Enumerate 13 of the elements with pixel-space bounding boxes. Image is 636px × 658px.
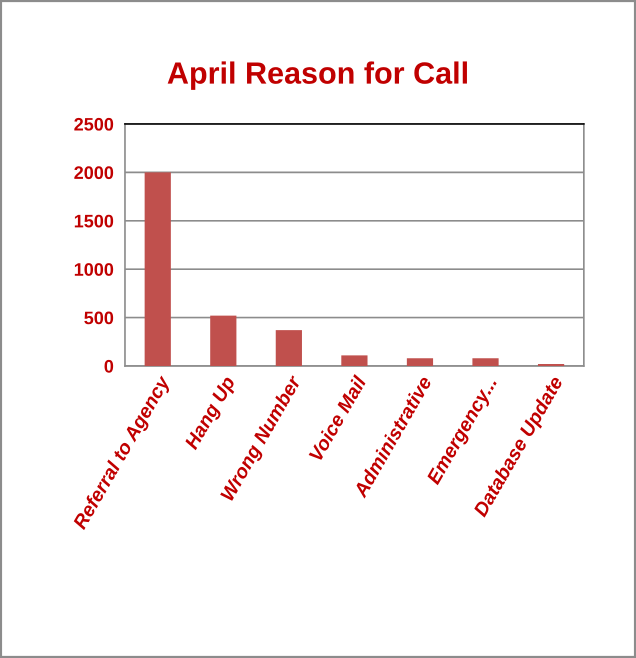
y-tick-label: 1000 [74,263,114,276]
y-tick-label: 1500 [74,214,114,228]
bar [472,358,499,366]
y-tick-label: 0 [104,360,114,373]
y-tick-label: 2500 [74,118,114,131]
bar [144,172,171,366]
bar [276,330,302,366]
bar [210,316,236,366]
bar [406,358,434,366]
bar [341,355,368,366]
chart-title: April Reason for Call [168,61,467,90]
y-tick-label: 500 [84,312,114,324]
y-tick-label: 2000 [74,166,114,180]
